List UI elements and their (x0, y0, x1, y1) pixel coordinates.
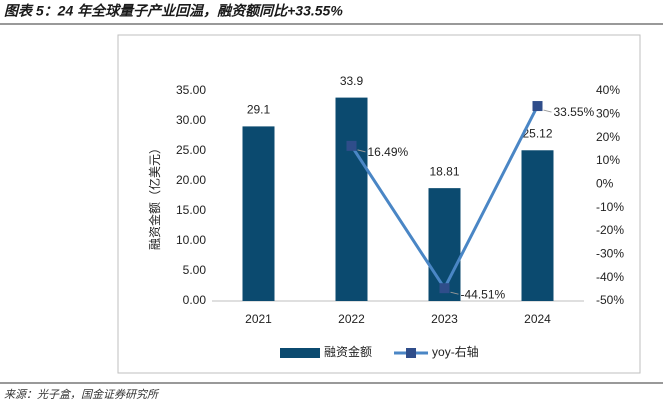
y-tick-label: 20.00 (176, 173, 206, 187)
bar-label: 29.1 (247, 103, 271, 117)
bar (335, 97, 368, 301)
y2-tick-label: 0% (596, 177, 614, 191)
y2-tick-label: -30% (596, 247, 624, 261)
line-label: 16.49% (368, 145, 409, 159)
y-tick-label: 35.00 (176, 83, 206, 97)
y2-tick-label: -10% (596, 200, 624, 214)
source: 来源：光子盒，国金证券研究所 (4, 388, 160, 401)
y2-tick-label: 20% (596, 130, 620, 144)
line-label: -44.51% (461, 287, 506, 301)
bar (521, 150, 554, 301)
y-tick-label: 25.00 (176, 143, 206, 157)
y2-tick-label: 10% (596, 153, 620, 167)
x-tick-label: 2021 (245, 312, 272, 326)
y-tick-label: 0.00 (183, 293, 207, 307)
marker (532, 101, 543, 112)
bar-label: 33.9 (340, 74, 364, 88)
label-leader (543, 109, 552, 113)
bar (428, 188, 461, 301)
legend-label: 融资金额 (324, 344, 372, 359)
marker (439, 283, 450, 294)
legend-label: yoy-右轴 (432, 344, 479, 359)
label-leader (357, 149, 366, 153)
y2-tick-label: -20% (596, 223, 624, 237)
x-tick-label: 2023 (431, 312, 458, 326)
label-leader (450, 291, 459, 295)
bar-label: 25.12 (522, 126, 552, 140)
y-tick-label: 10.00 (176, 233, 206, 247)
legend-swatch (280, 348, 320, 358)
chart-title: 图表 5：24 年全球量子产业回温，融资额同比+33.55% (4, 3, 343, 19)
y2-tick-label: 30% (596, 107, 620, 121)
x-tick-label: 2022 (338, 312, 365, 326)
bar (242, 126, 275, 302)
legend-marker (406, 348, 417, 358)
y-tick-label: 30.00 (176, 113, 206, 127)
y-axis-label: 融资金额（亿美元） (147, 142, 162, 250)
y2-tick-label: 40% (596, 83, 620, 97)
chart-frame (117, 34, 641, 374)
y-tick-label: 15.00 (176, 203, 206, 217)
x-tick-label: 2024 (524, 312, 551, 326)
y2-tick-label: -40% (596, 270, 624, 284)
marker (346, 140, 357, 151)
y2-tick-label: -50% (596, 293, 624, 307)
y-tick-label: 5.00 (183, 263, 207, 277)
line-label: 33.55% (554, 105, 595, 119)
bar-label: 18.81 (429, 164, 459, 178)
